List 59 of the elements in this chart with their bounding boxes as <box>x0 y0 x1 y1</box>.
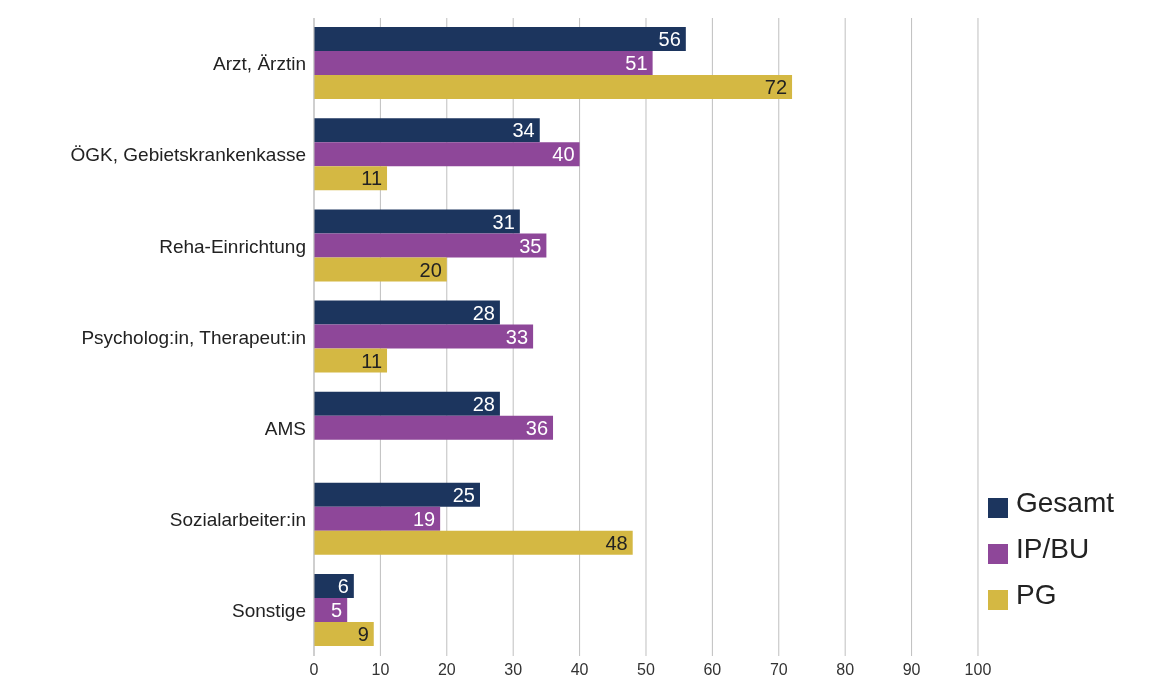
data-label: 28 <box>472 301 495 324</box>
legend-label: IP/BU <box>1015 533 1090 564</box>
data-label: 40 <box>552 143 575 166</box>
bar <box>314 506 441 531</box>
y-tick-label: AMS <box>264 417 306 439</box>
y-tick-label: ÖGK, Gebietskrankenkasse <box>70 144 306 166</box>
data-label: 11 <box>361 349 383 372</box>
data-label: 35 <box>519 234 542 257</box>
bar <box>314 209 520 234</box>
bar <box>314 166 388 191</box>
x-tick-label: 0 <box>309 661 319 679</box>
bar <box>314 482 480 507</box>
data-label: 72 <box>764 76 788 99</box>
legend-label: PG <box>1015 579 1057 610</box>
bar <box>314 118 540 143</box>
data-label: 51 <box>625 52 648 75</box>
data-label: 20 <box>419 258 442 281</box>
bar <box>314 233 547 258</box>
x-tick-label: 60 <box>703 661 722 679</box>
bar <box>314 51 653 76</box>
bar <box>314 142 580 167</box>
data-label: 5 <box>331 599 343 622</box>
x-tick-label: 80 <box>836 661 855 679</box>
bar <box>314 300 500 325</box>
x-tick-label: 20 <box>437 661 456 679</box>
bar <box>314 530 633 555</box>
data-label: 33 <box>505 325 529 348</box>
y-tick-label: Psycholog:in, Therapeut:in <box>81 326 306 348</box>
data-label: 11 <box>361 167 383 190</box>
bar <box>314 621 374 646</box>
data-label: 6 <box>337 575 349 598</box>
x-tick-label: 40 <box>570 661 589 679</box>
data-label: 19 <box>412 507 436 530</box>
x-tick-label: 90 <box>902 661 921 679</box>
data-label: 36 <box>525 416 549 439</box>
x-tick-label: 100 <box>964 661 992 679</box>
bar <box>314 257 447 282</box>
data-label: 25 <box>452 483 475 506</box>
x-tick-label: 50 <box>637 661 655 679</box>
x-tick-label: 70 <box>769 661 788 679</box>
data-label: 28 <box>472 392 495 415</box>
bar <box>314 348 388 373</box>
bar <box>314 75 793 100</box>
bar <box>314 415 554 440</box>
y-tick-label: Sozialarbeiter:in <box>169 509 306 531</box>
y-tick-label: Reha-Einrichtung <box>159 235 306 257</box>
bar <box>314 27 686 52</box>
bar <box>314 324 534 349</box>
data-label: 34 <box>512 119 535 142</box>
data-label: 48 <box>605 531 628 554</box>
legend-label: Gesamt <box>1015 487 1114 518</box>
data-label: 31 <box>492 210 515 233</box>
bar <box>314 391 500 416</box>
data-label: 9 <box>357 623 369 646</box>
y-tick-label: Sonstige <box>232 600 306 622</box>
x-tick-label: 30 <box>504 661 523 679</box>
y-tick-label: Arzt, Ärztin <box>213 53 306 75</box>
data-label: 56 <box>658 28 681 51</box>
x-tick-label: 10 <box>371 661 390 679</box>
